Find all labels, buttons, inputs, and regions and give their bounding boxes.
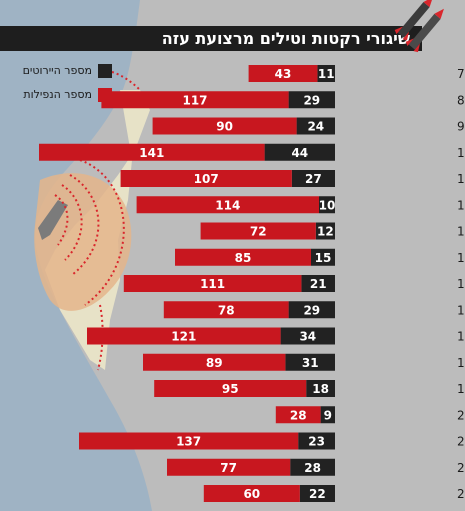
data-label-interceptions: 23 bbox=[308, 435, 325, 449]
category-label: רביעי 23.7 bbox=[457, 487, 465, 501]
bar-interceptions bbox=[298, 432, 335, 450]
data-label-impacts: 77 bbox=[220, 461, 237, 475]
data-label-impacts: 111 bbox=[200, 277, 225, 291]
legend-label-interceptions: מספר היירוטים bbox=[22, 64, 92, 77]
bar-impacts bbox=[200, 222, 316, 240]
data-label-interceptions: 21 bbox=[310, 277, 327, 291]
bar-impacts bbox=[275, 406, 321, 424]
category-label: שלישי 8.7 bbox=[457, 93, 465, 107]
bar-interceptions bbox=[315, 222, 335, 240]
bar-interceptions bbox=[319, 196, 335, 214]
data-label-interceptions: 22 bbox=[309, 487, 326, 501]
category-label: רביעי 16.7 bbox=[457, 303, 465, 317]
data-label-interceptions: 9 bbox=[324, 408, 332, 422]
category-label: שני 14.7 bbox=[457, 251, 465, 265]
data-label-impacts: 43 bbox=[275, 67, 292, 81]
legend: מספר היירוטים מספר הנפילות bbox=[8, 61, 112, 109]
data-label-impacts: 85 bbox=[235, 251, 252, 265]
data-label-interceptions: 31 bbox=[302, 356, 319, 370]
category-label: חמישי 17.7 bbox=[457, 330, 465, 344]
bar-interceptions bbox=[288, 301, 335, 319]
bar-impacts bbox=[203, 485, 300, 502]
category-label: שישי 18.7 bbox=[457, 356, 465, 370]
category-label: ראשון 13.7 bbox=[457, 225, 465, 239]
data-label-impacts: 121 bbox=[171, 330, 196, 344]
category-label: רביעי 9.7 bbox=[457, 120, 465, 134]
data-label-interceptions: 18 bbox=[312, 382, 329, 396]
legend-label-impacts: מספר הנפילות bbox=[23, 88, 92, 101]
bar-impacts bbox=[136, 196, 319, 214]
bar-impacts bbox=[120, 170, 292, 187]
data-label-impacts: 72 bbox=[250, 225, 267, 239]
data-label-interceptions: 34 bbox=[299, 330, 316, 344]
category-label: שני 21.7 bbox=[457, 435, 465, 449]
bar-impacts bbox=[39, 143, 265, 161]
legend-item-interceptions: מספר היירוטים bbox=[8, 61, 112, 81]
bar-impacts bbox=[143, 353, 286, 371]
bar-interceptions bbox=[285, 353, 335, 371]
legend-swatch-interceptions bbox=[98, 64, 112, 78]
bar-interceptions bbox=[291, 170, 335, 187]
bar-interceptions bbox=[288, 91, 335, 109]
bar-interceptions bbox=[264, 143, 335, 161]
data-label-impacts: 90 bbox=[216, 120, 233, 134]
bar-impacts bbox=[87, 327, 281, 345]
data-label-interceptions: 11 bbox=[318, 67, 335, 81]
bar-interceptions bbox=[280, 327, 335, 345]
chart-title: שיגורי רקטות וטילים מרצועת עזה bbox=[161, 29, 410, 48]
data-label-interceptions: 44 bbox=[291, 146, 308, 160]
category-label: שלישי 22.7 bbox=[457, 461, 465, 475]
bar-impacts bbox=[163, 301, 289, 319]
bar-interceptions bbox=[306, 380, 335, 397]
bar-impacts bbox=[79, 432, 299, 450]
bar-impacts bbox=[167, 458, 291, 476]
data-label-impacts: 95 bbox=[222, 382, 239, 396]
legend-item-impacts: מספר הנפילות bbox=[8, 85, 112, 105]
data-label-impacts: 89 bbox=[206, 356, 223, 370]
data-label-impacts: 137 bbox=[176, 435, 201, 449]
data-label-interceptions: 28 bbox=[304, 461, 321, 475]
bar-impacts bbox=[101, 91, 289, 109]
data-label-impacts: 28 bbox=[290, 408, 307, 422]
category-label: שישי 11.7 bbox=[457, 172, 465, 186]
category-label: שבת 12.7 bbox=[457, 198, 465, 212]
category-label: חמישי 10.7 bbox=[457, 146, 465, 160]
data-label-impacts: 78 bbox=[218, 303, 235, 317]
bar-interceptions bbox=[296, 117, 335, 135]
bar-impacts bbox=[152, 117, 297, 135]
data-label-impacts: 114 bbox=[215, 198, 240, 212]
bar-interceptions bbox=[299, 485, 335, 502]
data-label-impacts: 141 bbox=[139, 146, 164, 160]
data-label-interceptions: 29 bbox=[303, 303, 320, 317]
bar-impacts bbox=[175, 248, 311, 266]
category-label: ראשון 20.7 bbox=[457, 408, 465, 422]
data-label-impacts: 60 bbox=[243, 487, 260, 501]
data-label-interceptions: 15 bbox=[315, 251, 332, 265]
bar-interceptions bbox=[320, 406, 335, 424]
bar-interceptions bbox=[317, 65, 335, 82]
data-label-interceptions: 27 bbox=[305, 172, 322, 186]
bar-interceptions bbox=[301, 275, 335, 292]
data-label-interceptions: 12 bbox=[317, 225, 334, 239]
data-label-interceptions: 29 bbox=[303, 93, 320, 107]
legend-swatch-impacts bbox=[98, 88, 112, 102]
data-label-interceptions: 10 bbox=[319, 198, 336, 212]
category-label: שלישי 15.7 bbox=[457, 277, 465, 291]
rockets-icon bbox=[394, 0, 444, 53]
bar-interceptions bbox=[311, 248, 335, 266]
bar-impacts bbox=[123, 275, 302, 292]
bar-impacts bbox=[154, 380, 307, 397]
title-bar: שיגורי רקטות וטילים מרצועת עזה bbox=[0, 26, 422, 51]
data-label-interceptions: 24 bbox=[307, 120, 324, 134]
bar-impacts bbox=[248, 65, 318, 82]
data-label-impacts: 107 bbox=[194, 172, 219, 186]
bar-interceptions bbox=[290, 458, 335, 476]
data-label-impacts: 117 bbox=[182, 93, 207, 107]
category-label: שני 7.7 bbox=[457, 67, 465, 81]
category-label: שבת 19.7 bbox=[457, 382, 465, 396]
